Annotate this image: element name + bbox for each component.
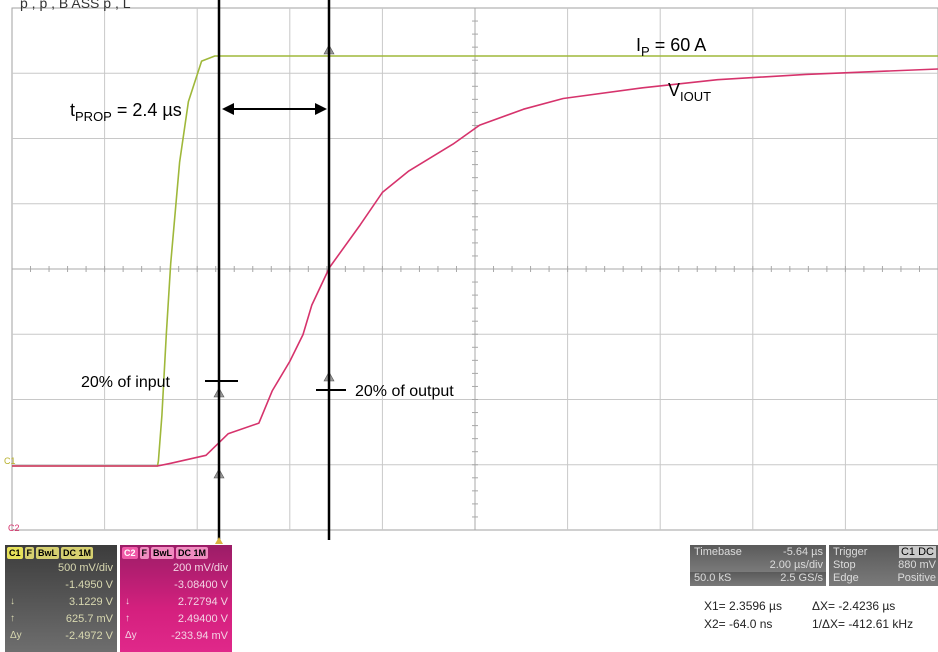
channel1-panel[interactable]: C1 F BwL DC 1M 500 mV/div -1.4950 V ↓ 3.… <box>5 545 117 652</box>
c2-tag: C2 <box>122 547 138 559</box>
c1-sym-down: ↓ <box>10 596 15 607</box>
c2-flag-bwl: BwL <box>151 547 175 559</box>
c2-ground-marker: C2 <box>8 523 20 533</box>
trigger-source: C1 DC <box>898 546 936 558</box>
c1-scale: 500 mV/div <box>57 562 113 574</box>
trigger-mode: Stop <box>833 559 856 571</box>
tprop-arrow-right-head <box>315 103 327 115</box>
timebase-label: Timebase <box>694 546 742 558</box>
scope-display: p , p , B ASS p , L tPROP = 2.4 µs IP = … <box>4 0 938 544</box>
c2-flag-filter: F <box>139 547 150 559</box>
input-current-trace <box>12 55 938 467</box>
tprop-label: tPROP = 2.4 µs <box>70 100 182 124</box>
c1-sym-dy: Δy <box>10 630 22 641</box>
c2-offset: -3.08400 V <box>174 579 228 591</box>
c1-cursor2: 625.7 mV <box>65 613 113 625</box>
c2-flag-coupling: DC 1M <box>176 547 209 559</box>
output-voltage-trace <box>12 68 938 467</box>
acq-panel: 50.0 kS 2.5 GS/s <box>690 572 826 586</box>
c2-sym-dy: Δy <box>125 630 137 641</box>
graticule <box>11 7 938 531</box>
timebase-div: 2.00 µs/div <box>769 559 823 571</box>
c1-delta: -2.4972 V <box>65 630 113 642</box>
channel2-panel[interactable]: C2 F BwL DC 1M 200 mV/div -3.08400 V ↓ 2… <box>120 545 232 652</box>
c1-sym-up: ↑ <box>10 613 15 624</box>
traces <box>12 44 938 479</box>
viout-label: VIOUT <box>668 80 711 104</box>
top-caption: p , p , B ASS p , L <box>20 0 131 11</box>
cursor-dx: ΔX= -2.4236 µs <box>812 599 896 613</box>
cursor-inverse-dx: 1/ΔX= -412.61 kHz <box>812 617 914 631</box>
c1-cursor1: 3.1229 V <box>68 596 113 608</box>
cursor-x1: X1= 2.3596 µs <box>704 599 782 613</box>
trigger-panel[interactable]: Trigger C1 DC Stop 880 mV Edge Positive <box>829 545 938 586</box>
c1-ground-marker: C1 <box>4 456 16 466</box>
tprop-arrow-left-head <box>222 103 234 115</box>
input-20pct-label: 20% of input <box>81 374 171 391</box>
annotations: tPROP = 2.4 µs IP = 60 A VIOUT 20% of in… <box>4 0 711 544</box>
c1-flag-filter: F <box>24 547 35 559</box>
c2-cursor1: 2.72794 V <box>177 596 228 608</box>
output-20pct-label: 20% of output <box>355 383 454 400</box>
trigger-type: Edge <box>833 572 859 584</box>
c2-delta: -233.94 mV <box>171 630 228 642</box>
ip-label: IP = 60 A <box>636 35 706 59</box>
sample-count: 50.0 kS <box>694 572 732 584</box>
c1-tag: C1 <box>7 547 23 559</box>
cursor-x2: X2= -64.0 ns <box>704 617 773 631</box>
c2-sym-down: ↓ <box>125 596 130 607</box>
c2-scale: 200 mV/div <box>172 562 228 574</box>
trigger-slope: Positive <box>897 572 936 584</box>
c2-cursor2: 2.49400 V <box>177 613 228 625</box>
trigger-label: Trigger <box>833 546 868 558</box>
c1-flag-bwl: BwL <box>36 547 60 559</box>
trigger-level: 880 mV <box>898 559 936 571</box>
c1-offset: -1.4950 V <box>65 579 113 591</box>
timebase-panel[interactable]: Timebase -5.64 µs 2.00 µs/div <box>690 545 826 572</box>
c2-sym-up: ↑ <box>125 613 130 624</box>
trigger-position-marker <box>215 537 223 544</box>
c1-flag-coupling: DC 1M <box>61 547 94 559</box>
timebase-offset: -5.64 µs <box>783 546 823 558</box>
sample-rate: 2.5 GS/s <box>780 572 823 584</box>
